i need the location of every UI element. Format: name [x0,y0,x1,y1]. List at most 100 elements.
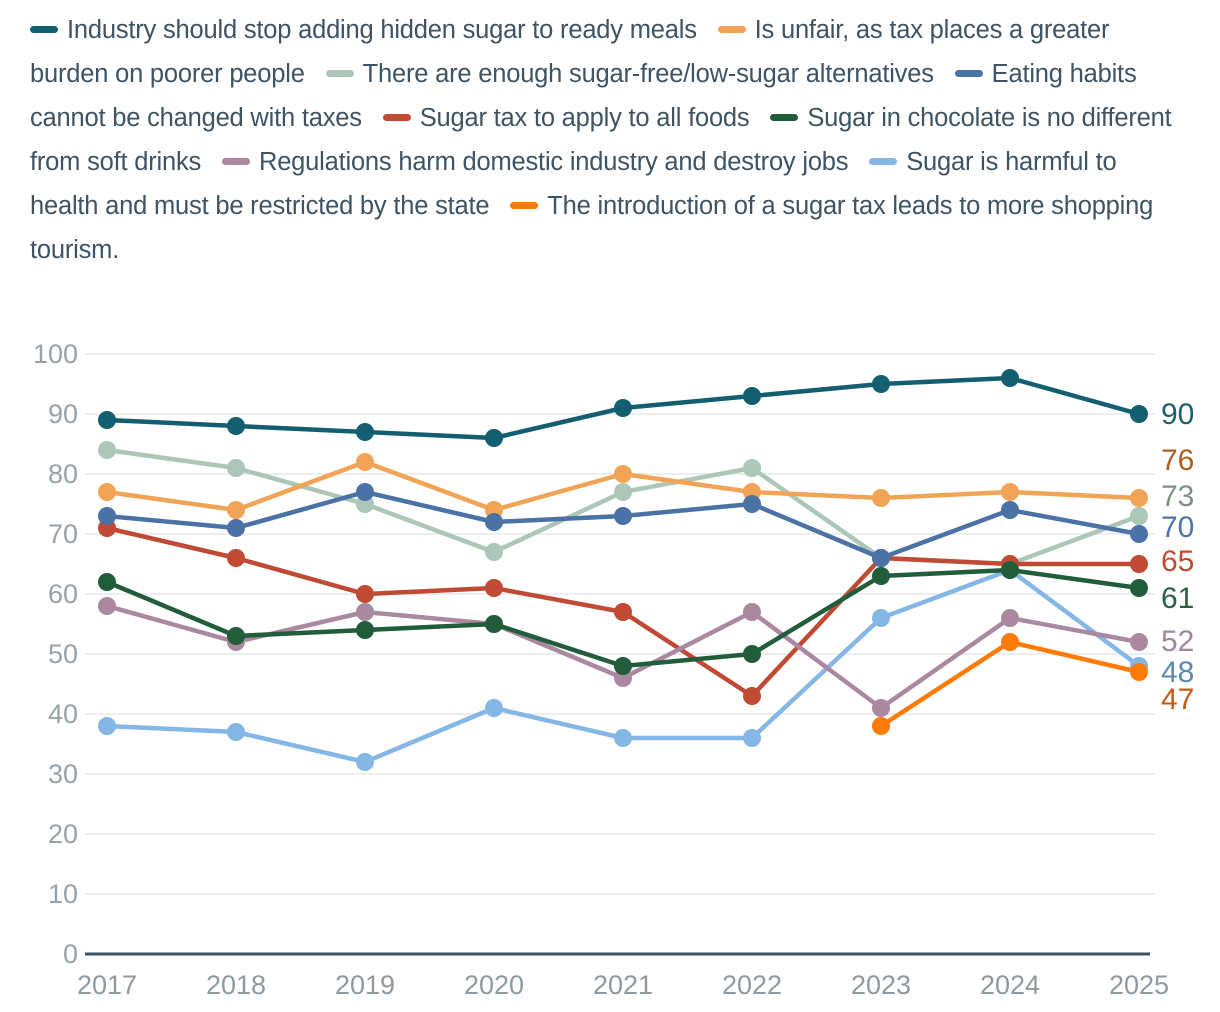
x-axis-tick-label: 2022 [722,970,782,1000]
data-point [1130,489,1148,507]
legend-item-2: There are enough sugar-free/low-sugar al… [325,60,934,88]
legend-swatch-icon [510,201,539,209]
data-point [872,567,890,585]
legend-swatch-icon [954,69,983,77]
data-point [872,699,890,717]
data-point [227,519,245,537]
data-point [356,753,374,771]
legend-label: Sugar in chocolate is no different from … [30,104,1172,176]
data-point [743,603,761,621]
data-point [356,603,374,621]
legend-swatch-icon [325,69,354,77]
data-point [98,573,116,591]
data-point [743,687,761,705]
data-point [356,453,374,471]
data-point [1001,561,1019,579]
data-point [356,585,374,603]
data-point [485,429,503,447]
data-point [1001,633,1019,651]
chart-legend: Industry should stop adding hidden sugar… [30,8,1188,272]
data-point [1001,609,1019,627]
y-axis-tick-label: 10 [48,879,78,909]
data-point [98,597,116,615]
data-point [743,495,761,513]
legend-label: The introduction of a sugar tax leads to… [30,192,1154,264]
data-point [356,423,374,441]
data-point [98,717,116,735]
y-axis-tick-label: 100 [33,339,78,369]
series-end-value-label: 48 [1161,656,1194,689]
data-point [356,483,374,501]
data-point [1001,369,1019,387]
legend-swatch-icon [382,113,411,121]
legend-label: There are enough sugar-free/low-sugar al… [362,60,934,88]
legend-item-4: Sugar tax to apply to all foods [382,104,750,132]
data-point [1130,405,1148,423]
data-point [872,489,890,507]
x-axis-tick-label: 2018 [206,970,266,1000]
legend-swatch-icon [869,157,898,165]
legend-item-6: Regulations harm domestic industry and d… [221,148,849,176]
x-axis-tick-label: 2025 [1109,970,1169,1000]
series-end-value-label: 65 [1161,545,1194,578]
legend-label: Industry should stop adding hidden sugar… [67,16,697,44]
legend-swatch-icon [770,113,799,121]
series-end-value-label: 90 [1161,398,1194,431]
data-point [1130,633,1148,651]
series-end-value-label: 70 [1161,511,1194,544]
y-axis-tick-label: 50 [48,639,78,669]
data-point [743,645,761,663]
data-point [227,459,245,477]
y-axis-tick-label: 0 [63,939,78,969]
data-point [614,465,632,483]
legend-label: Is unfair, as tax places a greater burde… [30,16,1110,88]
legend-label: Eating habits cannot be changed with tax… [30,60,1137,132]
data-point [485,579,503,597]
y-axis-tick-label: 80 [48,459,78,489]
data-point [872,549,890,567]
data-point [614,507,632,525]
data-point [227,723,245,741]
y-axis-tick-label: 60 [48,579,78,609]
data-point [485,699,503,717]
data-point [485,543,503,561]
legend-item-1: Is unfair, as tax places a greater burde… [30,16,1109,88]
legend-item-3: Eating habits cannot be changed with tax… [30,60,1137,132]
x-axis-tick-label: 2017 [77,970,137,1000]
data-point [227,501,245,519]
data-point [356,621,374,639]
y-axis-tick-label: 30 [48,759,78,789]
data-point [743,387,761,405]
data-point [1130,663,1148,681]
data-point [1130,507,1148,525]
series-end-value-label: 61 [1161,582,1194,615]
series-end-value-label: 52 [1161,625,1194,658]
legend-item-0: Industry should stop adding hidden sugar… [30,16,697,44]
data-point [227,417,245,435]
x-axis-tick-label: 2023 [851,970,911,1000]
data-point [743,459,761,477]
y-axis-tick-label: 70 [48,519,78,549]
legend-swatch-icon [717,25,746,33]
data-point [614,657,632,675]
x-axis-tick-label: 2021 [593,970,653,1000]
series-end-value-label: 73 [1161,480,1194,513]
data-point [872,375,890,393]
data-point [485,615,503,633]
data-point [1130,579,1148,597]
data-point [872,717,890,735]
legend-label: Regulations harm domestic industry and d… [258,148,849,176]
data-point [98,441,116,459]
legend-item-7: Sugar is harmful to health and must be r… [30,148,1117,220]
legend-label: Sugar is harmful to health and must be r… [30,148,1117,220]
legend-swatch-icon [221,157,250,165]
data-point [1130,525,1148,543]
data-point [98,483,116,501]
data-point [227,549,245,567]
data-point [1130,555,1148,573]
legend-item-8: The introduction of a sugar tax leads to… [30,192,1153,264]
data-point [872,609,890,627]
x-axis-tick-label: 2024 [980,970,1040,1000]
data-point [614,483,632,501]
